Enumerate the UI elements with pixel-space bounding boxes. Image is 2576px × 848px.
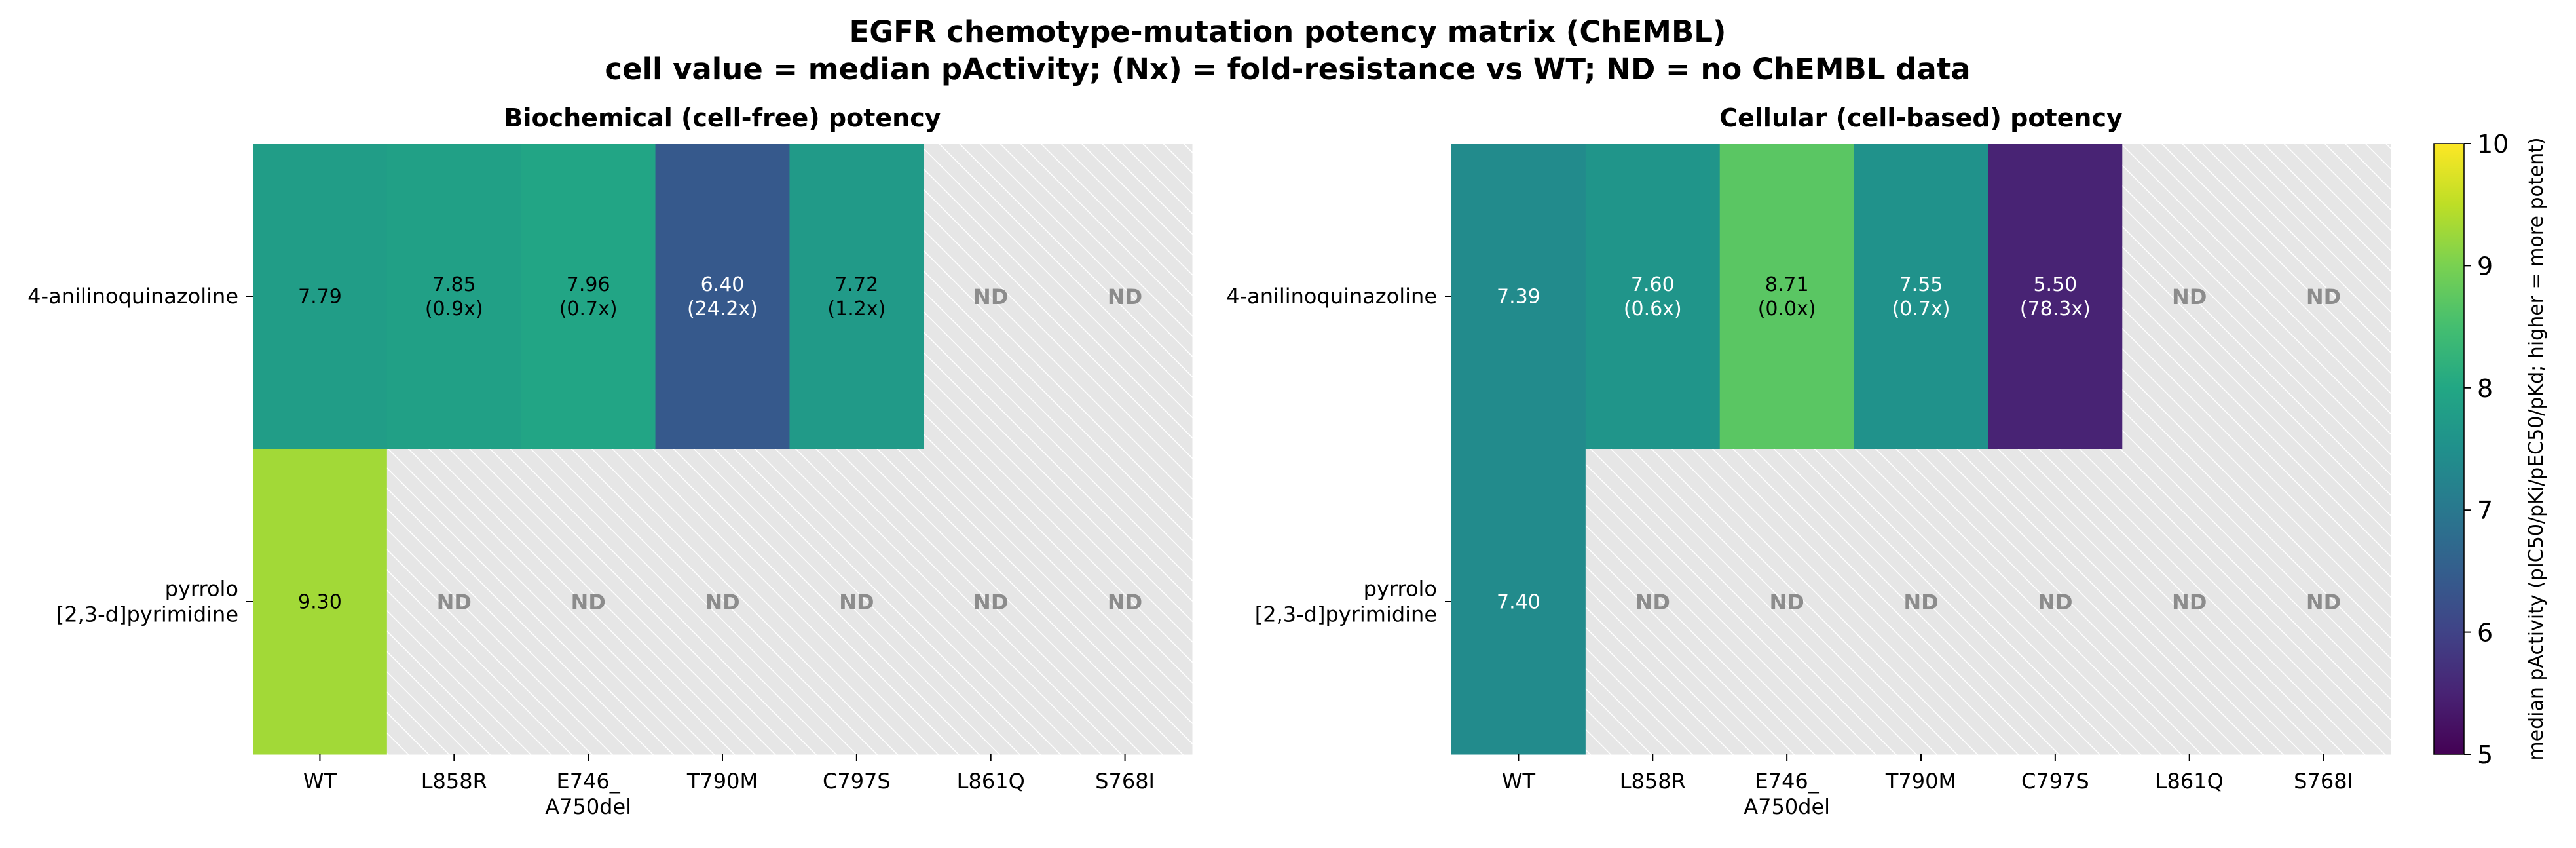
colorbar: 5 6 7 8 9 10 median pActivity (pIC50/pKi/pEC50… xyxy=(2433,130,2548,769)
heatmap-cell xyxy=(253,449,388,755)
colorbar-tick-label: 8 xyxy=(2477,374,2493,403)
x-tick-label: L858R xyxy=(1620,769,1686,794)
nd-label: ND xyxy=(1108,590,1142,615)
cell-value-label: 7.55 (0.7x) xyxy=(1892,273,1951,320)
x-tick-label: T790M xyxy=(1885,769,1956,794)
panel-title: Biochemical (cell-free) potency xyxy=(504,104,941,132)
heatmap-cell xyxy=(1988,144,2123,450)
x-tick-label: WT xyxy=(1502,769,1536,794)
nd-label: ND xyxy=(2172,284,2207,309)
nd-cell xyxy=(521,449,656,755)
x-tick-label: L858R xyxy=(421,769,487,794)
heatmap-cell xyxy=(386,144,522,450)
nd-cell xyxy=(1058,144,1193,450)
cell-value-label: 7.60 (0.6x) xyxy=(1624,273,1682,320)
nd-cell xyxy=(924,144,1058,450)
nd-label: ND xyxy=(973,590,1008,615)
heatmap-cell xyxy=(1585,144,1721,450)
colorbar-tick-label: 7 xyxy=(2477,496,2493,525)
nd-cell xyxy=(386,449,522,755)
x-tick-label: WT xyxy=(303,769,337,794)
nd-cell xyxy=(924,449,1058,755)
x-tick-label: L861Q xyxy=(957,769,1025,794)
colorbar-tick-label: 9 xyxy=(2477,252,2493,280)
colorbar-tick-label: 10 xyxy=(2477,130,2509,159)
nd-cell xyxy=(2122,449,2257,755)
nd-label: ND xyxy=(2306,590,2341,615)
colorbar-label: median pActivity (pIC50/pKi/pEC50/pKd; h… xyxy=(2525,137,2548,760)
colorbar-tick-label: 6 xyxy=(2477,619,2493,647)
nd-label: ND xyxy=(2172,590,2207,615)
nd-label: ND xyxy=(1108,284,1142,309)
heatmap-cell xyxy=(1451,449,1586,755)
cell-value-label: 5.50 (78.3x) xyxy=(2020,273,2091,320)
heatmap-panel-1: Biochemical (cell-free) potency 7.79 7.85(… xyxy=(28,104,1193,819)
cell-value-label: 7.39 xyxy=(1497,286,1540,309)
heatmap-cell xyxy=(1719,144,1855,450)
chart-subtitle: cell value = median pActivity; (Nx) = fo… xyxy=(605,52,1970,87)
nd-cell xyxy=(2256,144,2391,450)
nd-cell xyxy=(789,449,924,755)
x-tick-label: T790M xyxy=(686,769,758,794)
nd-cell xyxy=(2256,449,2391,755)
nd-label: ND xyxy=(1903,590,1938,615)
heatmap-cell xyxy=(789,144,924,450)
heatmap-panel-2: Cellular (cell-based) potency 7.39 7.60 (0.… xyxy=(1226,104,2391,819)
cell-value-label: 7.85 (0.9x) xyxy=(425,273,483,320)
x-tick-label: E746_ A750del xyxy=(1744,769,1830,819)
nd-label: ND xyxy=(437,590,472,615)
cell-value-label: 7.79 xyxy=(298,286,342,309)
nd-label: ND xyxy=(705,590,739,615)
heatmap-cell xyxy=(253,144,388,450)
x-tick-label: C797S xyxy=(823,769,891,794)
nd-cell xyxy=(1585,449,1721,755)
x-tick-label: C797S xyxy=(2021,769,2089,794)
x-tick-label: S768I xyxy=(1095,769,1155,794)
nd-cell xyxy=(1854,449,1988,755)
nd-label: ND xyxy=(2038,590,2072,615)
x-tick-label: E746_ A750del xyxy=(545,769,631,819)
cell-value-label: 6.40 (24.2x) xyxy=(687,273,758,320)
heatmap-cell xyxy=(1854,144,1988,450)
y-tick-label: pyrrolo [2,3-d]pyrimidine xyxy=(1255,577,1437,627)
colorbar-tick-label: 5 xyxy=(2477,741,2493,769)
nd-cell xyxy=(1058,449,1193,755)
cell-value-label: 7.72 (1.2x) xyxy=(827,273,886,320)
nd-label: ND xyxy=(1769,590,1804,615)
nd-label: ND xyxy=(2306,284,2341,309)
cell-value-label: 7.96 (0.7x) xyxy=(559,273,618,320)
colorbar-gradient xyxy=(2433,143,2465,755)
y-tick-label: 4-anilinoquinazoline xyxy=(1226,284,1437,309)
heatmap-cell xyxy=(655,144,790,450)
y-tick-label: pyrrolo [2,3-d]pyrimidine xyxy=(56,577,238,627)
heatmap-cell xyxy=(1451,144,1586,450)
x-tick-label: S768I xyxy=(2294,769,2353,794)
y-tick-label: 4-anilinoquinazoline xyxy=(28,284,238,309)
nd-label: ND xyxy=(839,590,874,615)
chart-title: EGFR chemotype-mutation potency matrix (… xyxy=(849,14,1726,49)
nd-label: ND xyxy=(973,284,1008,309)
nd-label: ND xyxy=(1635,590,1670,615)
cell-value-label: 8.71 (0.0x) xyxy=(1758,273,1816,320)
nd-cell xyxy=(2122,144,2257,450)
heatmap-cell xyxy=(521,144,656,450)
nd-cell xyxy=(655,449,790,755)
cell-value-label: 7.40 xyxy=(1497,591,1540,614)
nd-cell xyxy=(1719,449,1855,755)
nd-label: ND xyxy=(570,590,605,615)
x-tick-label: L861Q xyxy=(2156,769,2224,794)
panel-title: Cellular (cell-based) potency xyxy=(1719,104,2123,132)
nd-cell xyxy=(1988,449,2123,755)
cell-value-label: 9.30 xyxy=(298,591,342,614)
